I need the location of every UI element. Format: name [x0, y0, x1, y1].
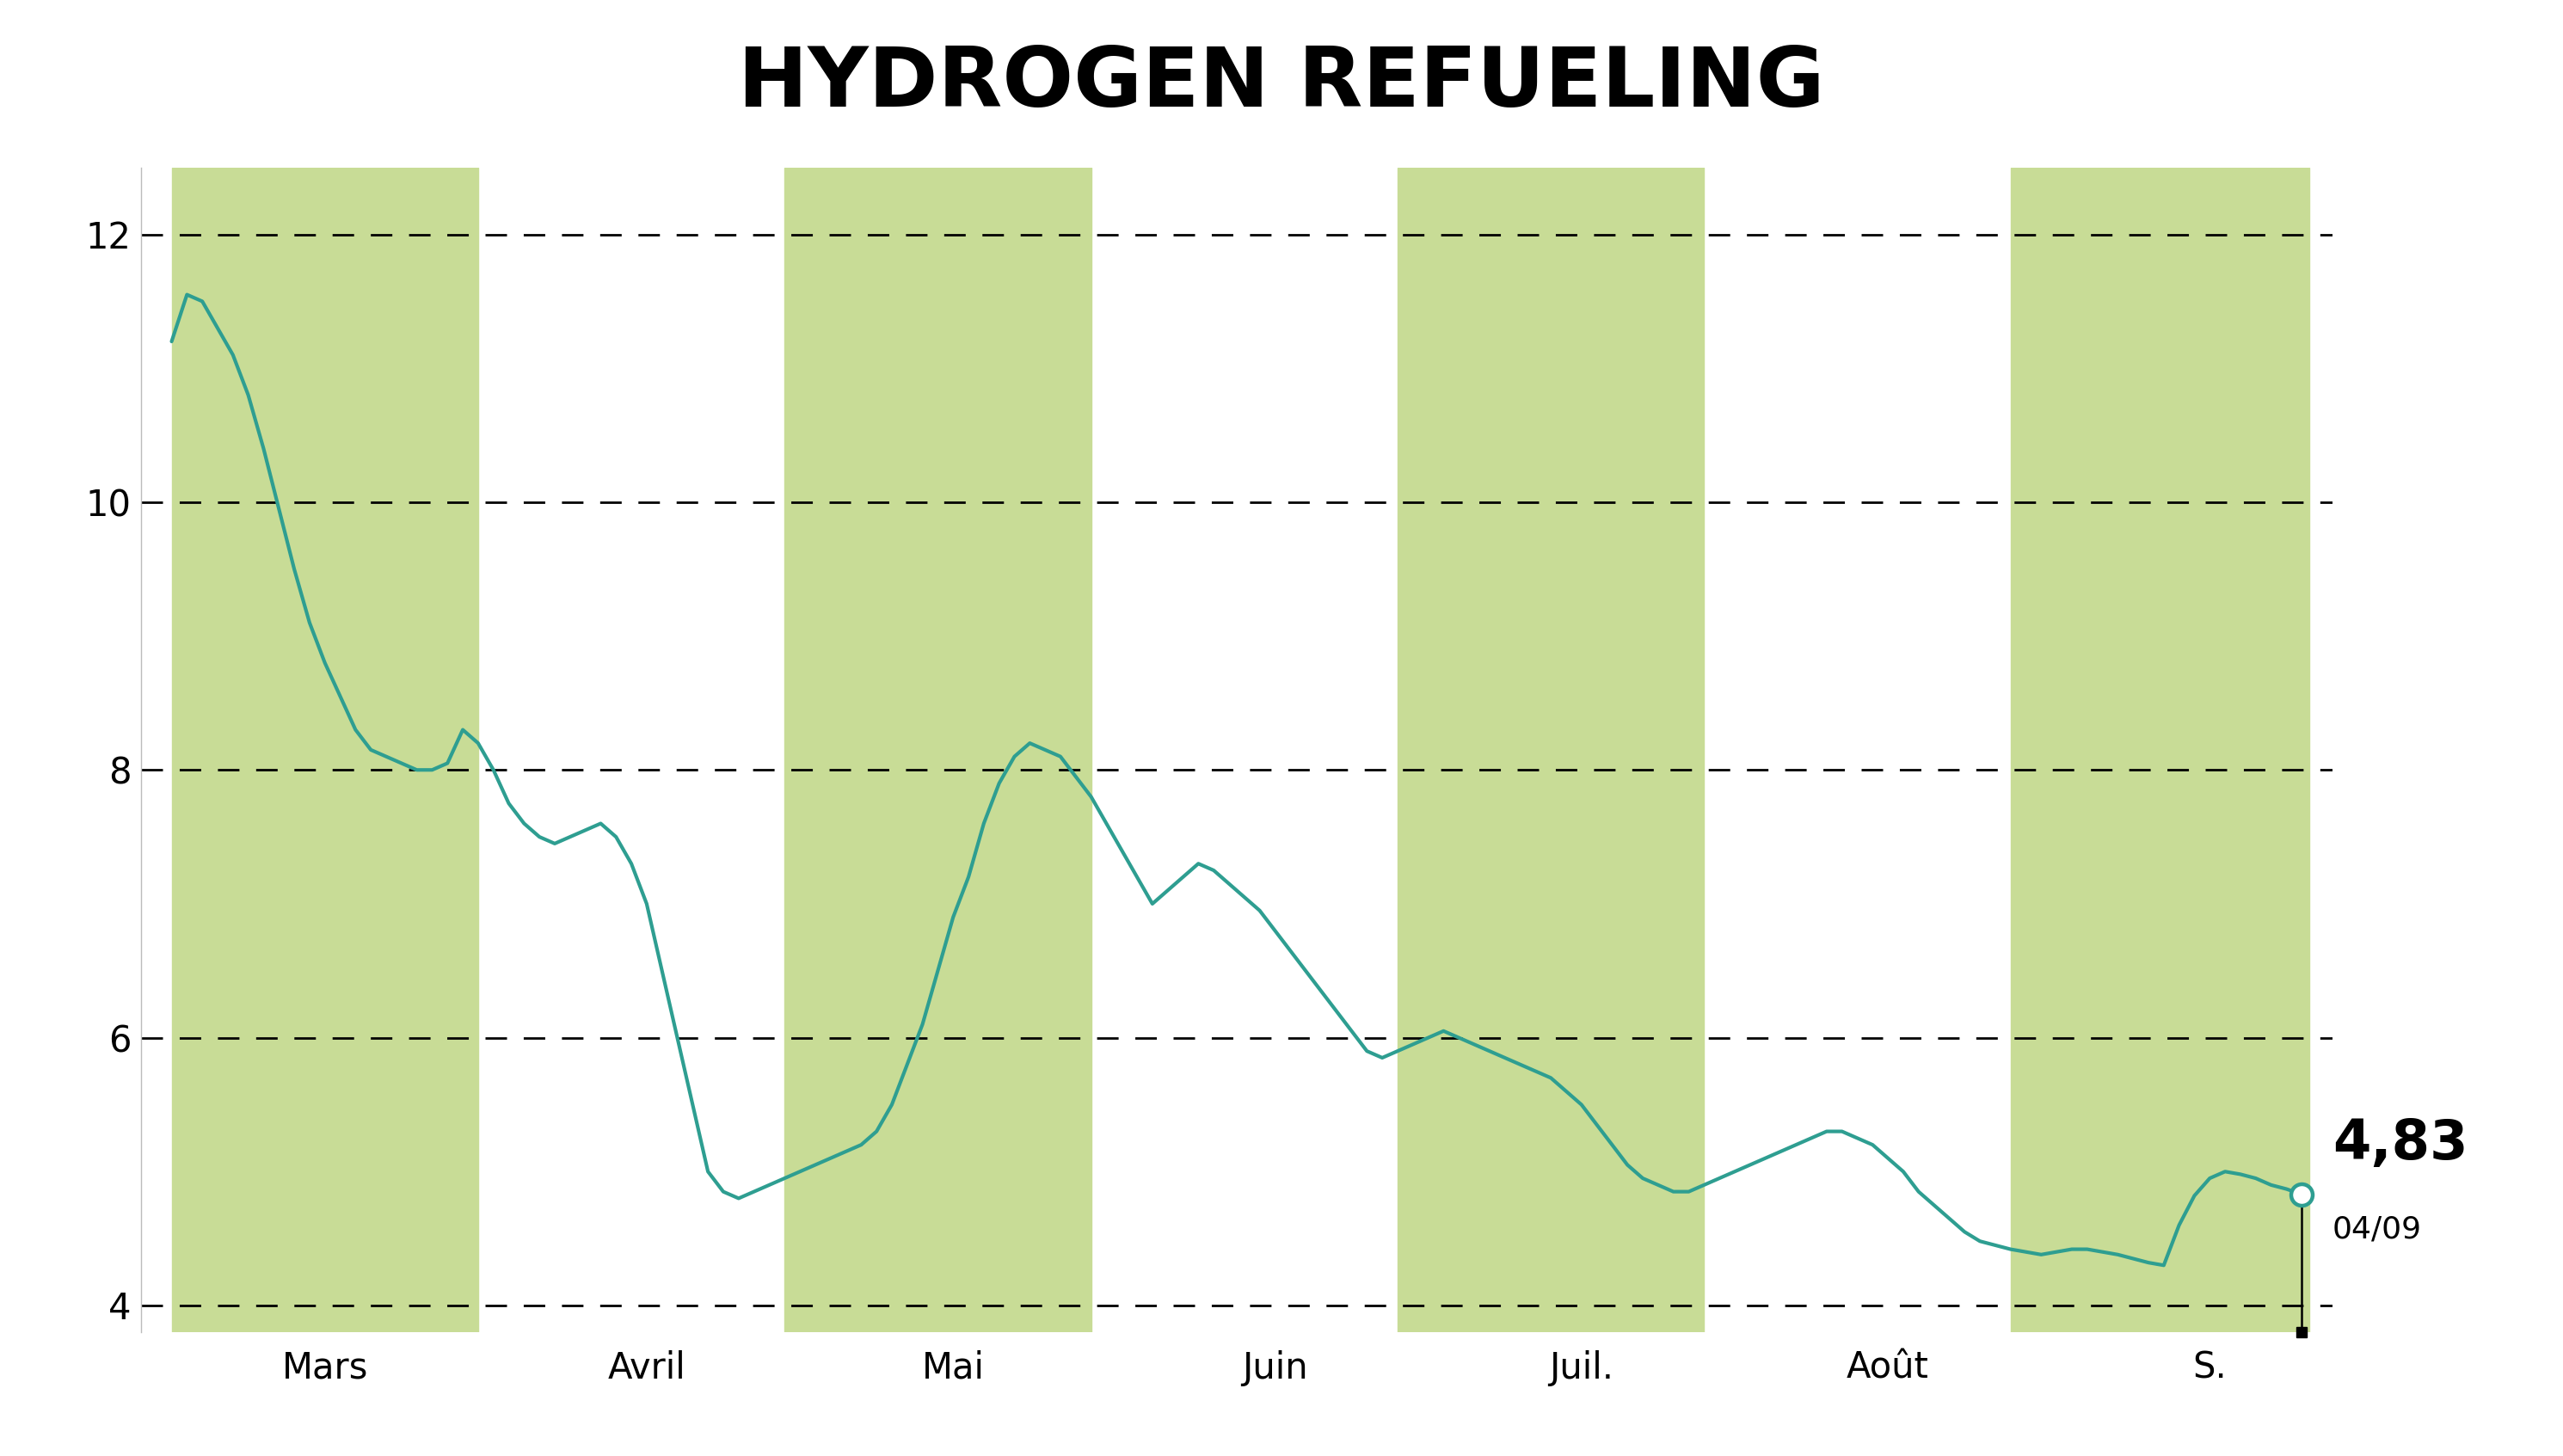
- Bar: [2009, 167, 2309, 1332]
- Bar: [172, 167, 479, 1332]
- Bar: [1397, 167, 1704, 1332]
- Text: 04/09: 04/09: [2332, 1214, 2422, 1243]
- Text: HYDROGEN REFUELING: HYDROGEN REFUELING: [738, 44, 1825, 124]
- Text: 4,83: 4,83: [2332, 1117, 2468, 1171]
- Bar: [784, 167, 1092, 1332]
